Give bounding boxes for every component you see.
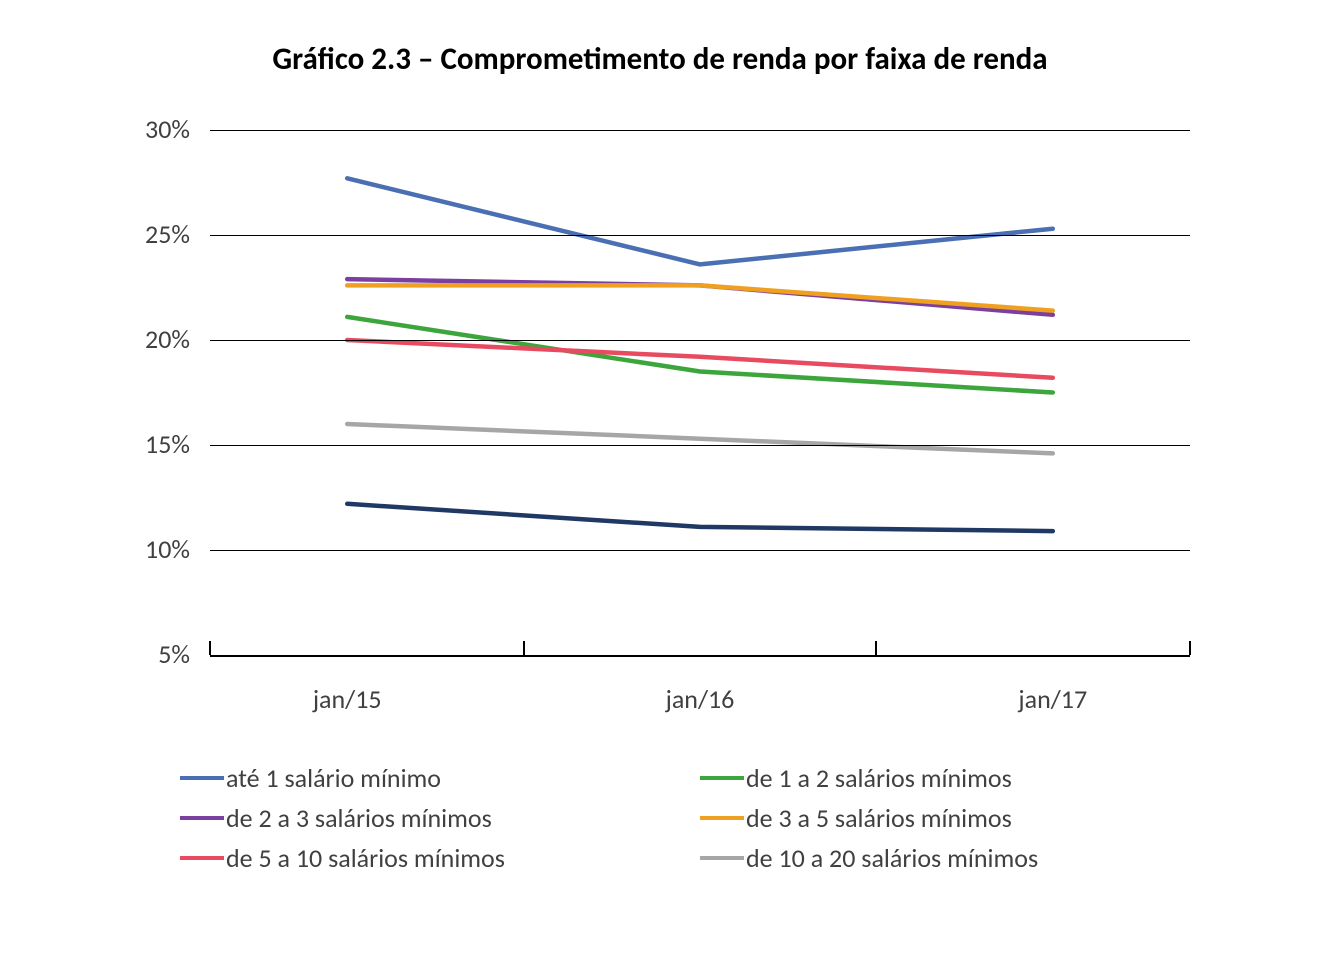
series-line (347, 504, 1053, 531)
chart-page: Gráfico 2.3 – Comprometimento de renda p… (0, 0, 1320, 955)
legend-swatch (700, 816, 744, 820)
legend-swatch (700, 776, 744, 780)
legend-item: de 2 a 3 salários mínimos (180, 798, 492, 838)
y-tick-label: 20% (110, 323, 190, 355)
x-axis-line (210, 655, 1190, 657)
legend-label: de 10 a 20 salários mínimos (746, 842, 1038, 874)
legend-item: de 3 a 5 salários mínimos (700, 798, 1012, 838)
legend-item: de 5 a 10 salários mínimos (180, 838, 505, 878)
legend-swatch (180, 816, 224, 820)
y-tick-label: 10% (110, 533, 190, 565)
legend-label: de 5 a 10 salários mínimos (226, 842, 505, 874)
legend-item: de 1 a 2 salários mínimos (700, 758, 1012, 798)
x-axis-tick (875, 641, 877, 655)
legend-label: até 1 salário mínimo (226, 762, 441, 794)
gridline (210, 340, 1190, 341)
legend-label: de 3 a 5 salários mínimos (746, 802, 1012, 834)
legend-swatch (700, 856, 744, 860)
gridline (210, 445, 1190, 446)
x-axis-tick (523, 641, 525, 655)
legend-swatch (180, 776, 224, 780)
series-line (347, 424, 1053, 453)
x-tick-label: jan/17 (973, 683, 1133, 715)
legend-label: de 2 a 3 salários mínimos (226, 802, 492, 834)
series-line (347, 178, 1053, 264)
gridline (210, 130, 1190, 131)
series-layer (210, 130, 1190, 655)
x-tick-label: jan/15 (267, 683, 427, 715)
legend-item: de 10 a 20 salários mínimos (700, 838, 1038, 878)
legend: até 1 salário mínimo de 1 a 2 salários mí… (180, 758, 1220, 878)
y-tick-label: 5% (110, 638, 190, 670)
plot-area: 5%10%15%20%25%30%jan/15jan/16jan/17 (210, 130, 1190, 655)
gridline (210, 550, 1190, 551)
x-axis-end-tick (1189, 641, 1191, 655)
x-axis-end-tick (209, 641, 211, 655)
y-tick-label: 30% (110, 113, 190, 145)
legend-label: de 1 a 2 salários mínimos (746, 762, 1012, 794)
y-tick-label: 15% (110, 428, 190, 460)
legend-swatch (180, 856, 224, 860)
legend-item: até 1 salário mínimo (180, 758, 441, 798)
y-tick-label: 25% (110, 218, 190, 250)
chart-title: Gráfico 2.3 – Comprometimento de renda p… (0, 40, 1320, 78)
gridline (210, 235, 1190, 236)
x-tick-label: jan/16 (620, 683, 780, 715)
